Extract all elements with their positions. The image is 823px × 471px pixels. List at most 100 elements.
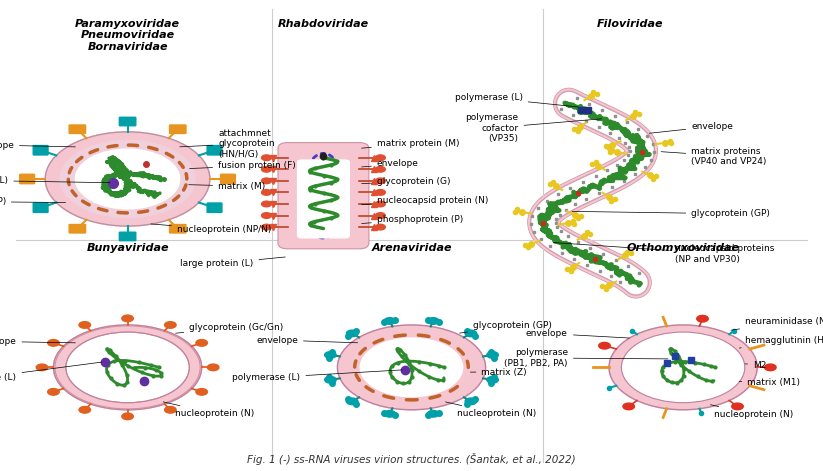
Circle shape [324, 352, 336, 358]
FancyBboxPatch shape [33, 203, 48, 212]
Circle shape [623, 403, 635, 410]
Text: matrix protein (M): matrix protein (M) [361, 139, 459, 148]
FancyBboxPatch shape [278, 143, 369, 249]
FancyBboxPatch shape [207, 146, 222, 155]
Text: envelope: envelope [0, 140, 76, 150]
Circle shape [67, 333, 188, 402]
Circle shape [53, 325, 202, 410]
Circle shape [45, 132, 210, 226]
FancyBboxPatch shape [170, 225, 186, 233]
Circle shape [79, 322, 91, 328]
Text: nucleocapsid protein (N): nucleocapsid protein (N) [361, 195, 488, 205]
Text: neuraminidase (NA): neuraminidase (NA) [731, 317, 823, 330]
Text: Rhabdoviridae: Rhabdoviridae [278, 19, 369, 29]
Circle shape [622, 333, 743, 402]
Circle shape [487, 352, 499, 358]
Circle shape [427, 317, 439, 324]
FancyBboxPatch shape [69, 225, 86, 233]
Circle shape [346, 330, 358, 337]
Circle shape [732, 403, 743, 410]
Circle shape [360, 338, 463, 397]
Text: Paramyxoviridae
Pneumoviridae
Bornaviridae: Paramyxoviridae Pneumoviridae Bornavirid… [75, 19, 180, 52]
Circle shape [465, 398, 477, 405]
Circle shape [122, 315, 133, 322]
Circle shape [697, 316, 709, 322]
Circle shape [384, 411, 396, 417]
Text: glycoprotein (Gc/Gn): glycoprotein (Gc/Gn) [175, 323, 284, 333]
FancyBboxPatch shape [33, 146, 48, 155]
Circle shape [765, 364, 776, 371]
Circle shape [598, 342, 610, 349]
Text: nucleoprotein (N): nucleoprotein (N) [710, 405, 793, 419]
Circle shape [262, 201, 272, 207]
Circle shape [324, 376, 336, 383]
Text: glycoprotein (GP): glycoprotein (GP) [572, 209, 770, 218]
Text: matrix (M): matrix (M) [188, 181, 265, 191]
Text: matrix (M1): matrix (M1) [739, 378, 800, 387]
Circle shape [48, 389, 59, 395]
Text: envelope: envelope [526, 329, 630, 338]
Circle shape [375, 224, 385, 230]
Circle shape [262, 178, 272, 184]
FancyBboxPatch shape [69, 125, 86, 133]
FancyBboxPatch shape [119, 117, 136, 126]
Circle shape [375, 201, 385, 207]
Circle shape [384, 317, 396, 324]
Circle shape [262, 190, 272, 195]
Circle shape [262, 166, 272, 172]
Text: polymerase
(PB1, PB2, PA): polymerase (PB1, PB2, PA) [504, 348, 668, 368]
Text: M2: M2 [745, 360, 766, 370]
Text: polymerase (L): polymerase (L) [0, 176, 110, 185]
Text: glycoprotein (GP): glycoprotein (GP) [459, 321, 552, 333]
Text: polymerase
cofactor
(VP35): polymerase cofactor (VP35) [465, 113, 602, 143]
Circle shape [53, 325, 202, 410]
Text: nucleoprotein (NP/N): nucleoprotein (NP/N) [151, 224, 272, 235]
FancyBboxPatch shape [221, 174, 235, 184]
Text: matrix (Z): matrix (Z) [470, 367, 527, 377]
Circle shape [375, 178, 385, 184]
Circle shape [262, 213, 272, 219]
Text: glycoprotein (G): glycoprotein (G) [361, 177, 450, 186]
Text: envelope: envelope [0, 337, 76, 346]
Text: large protein (L): large protein (L) [180, 257, 286, 268]
Text: nucleocapsid proteins
(NP and VP30): nucleocapsid proteins (NP and VP30) [554, 243, 774, 264]
Circle shape [196, 389, 207, 395]
Circle shape [346, 398, 358, 405]
Text: envelope: envelope [649, 122, 733, 133]
Circle shape [122, 413, 133, 420]
Circle shape [427, 411, 439, 417]
Circle shape [375, 166, 385, 172]
Circle shape [262, 155, 272, 161]
Text: hemagglutinin (HA): hemagglutinin (HA) [739, 335, 823, 348]
FancyBboxPatch shape [207, 203, 222, 212]
Text: Filoviridae: Filoviridae [597, 19, 663, 29]
Circle shape [337, 325, 486, 410]
FancyBboxPatch shape [119, 232, 136, 241]
Circle shape [36, 364, 48, 371]
Text: fusion protein (F): fusion protein (F) [189, 161, 295, 171]
Text: polymerase (L): polymerase (L) [0, 362, 102, 382]
Text: envelope: envelope [256, 335, 358, 345]
Circle shape [60, 140, 195, 218]
Circle shape [465, 330, 477, 337]
Circle shape [67, 333, 188, 402]
Text: attachmnet
glycoprotein
(HN/H/G): attachmnet glycoprotein (HN/H/G) [179, 129, 275, 159]
Circle shape [262, 224, 272, 230]
Text: Orthomyxoviridae: Orthomyxoviridae [626, 243, 740, 252]
Circle shape [165, 322, 176, 328]
Text: matrix proteins
(VP40 and VP24): matrix proteins (VP40 and VP24) [661, 146, 767, 166]
Circle shape [165, 406, 176, 413]
Circle shape [609, 325, 757, 410]
Text: envelope: envelope [361, 159, 419, 169]
Text: Bunyaviridae: Bunyaviridae [86, 243, 169, 252]
Text: Fig. 1 (-) ss-RNA viruses virion structures. (Šantak, et al., 2022): Fig. 1 (-) ss-RNA viruses virion structu… [247, 454, 576, 465]
Circle shape [375, 213, 385, 219]
Circle shape [76, 149, 179, 209]
Circle shape [207, 364, 219, 371]
FancyBboxPatch shape [298, 160, 349, 238]
Text: nucleoprotein (N): nucleoprotein (N) [445, 402, 536, 418]
FancyBboxPatch shape [170, 125, 186, 133]
FancyBboxPatch shape [20, 174, 35, 184]
Text: phosphoprotein (P): phosphoprotein (P) [0, 197, 66, 206]
Text: Arenaviridae: Arenaviridae [371, 243, 452, 252]
